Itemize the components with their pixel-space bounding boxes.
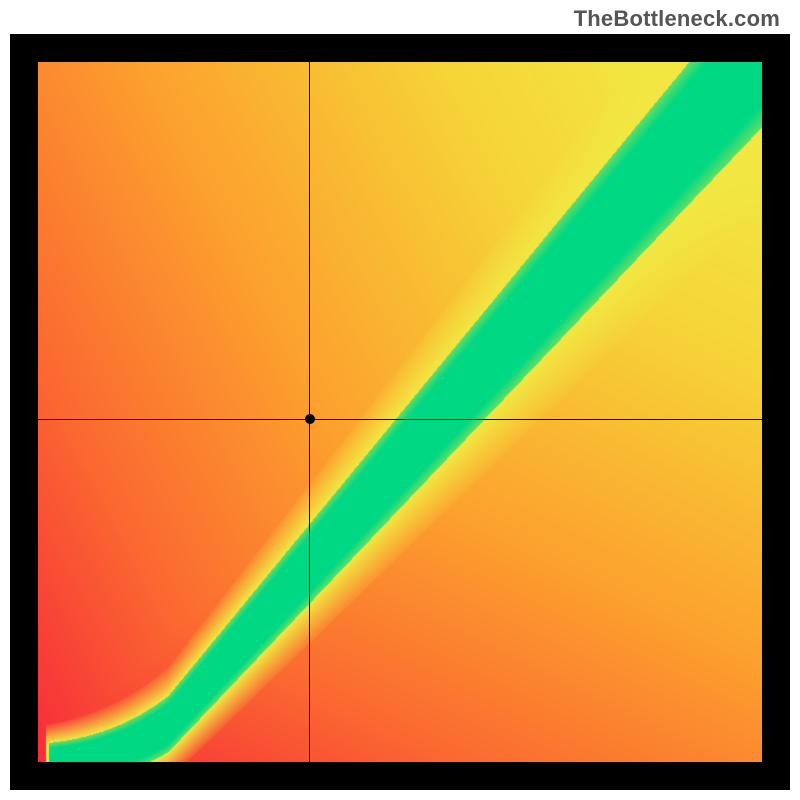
plot-frame	[10, 34, 790, 790]
watermark-text: TheBottleneck.com	[574, 6, 780, 32]
crosshair-vertical	[309, 62, 310, 762]
crosshair-marker	[305, 414, 315, 424]
crosshair-horizontal	[38, 419, 762, 420]
chart-container: TheBottleneck.com	[0, 0, 800, 800]
